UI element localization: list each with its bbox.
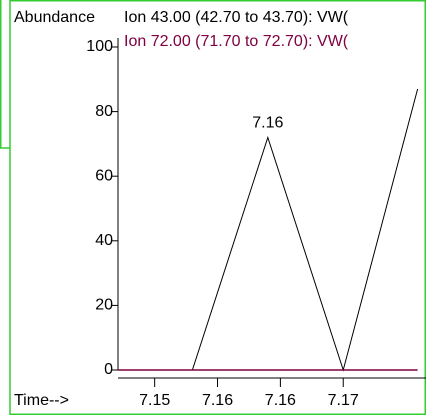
x-tick-label: 7.17 (328, 392, 359, 409)
y-tick-label: 80 (95, 103, 113, 120)
x-tick-label: 7.16 (265, 392, 296, 409)
legend-entry: Ion 43.00 (42.70 to 43.70): VW( (124, 9, 349, 26)
y-tick-label: 20 (95, 297, 113, 314)
peak-label: 7.16 (252, 115, 283, 132)
y-tick-label: 60 (95, 167, 113, 184)
y-tick-label: 0 (104, 361, 113, 378)
y-axis-label: Abundance (14, 9, 95, 26)
x-tick-label: 7.16 (202, 392, 233, 409)
legend-entry: Ion 72.00 (71.70 to 72.70): VW( (124, 33, 349, 50)
y-tick-label: 40 (95, 232, 113, 249)
y-tick-label: 100 (86, 38, 113, 55)
x-tick-label: 7.15 (139, 392, 170, 409)
x-axis-label: Time--> (14, 392, 69, 409)
